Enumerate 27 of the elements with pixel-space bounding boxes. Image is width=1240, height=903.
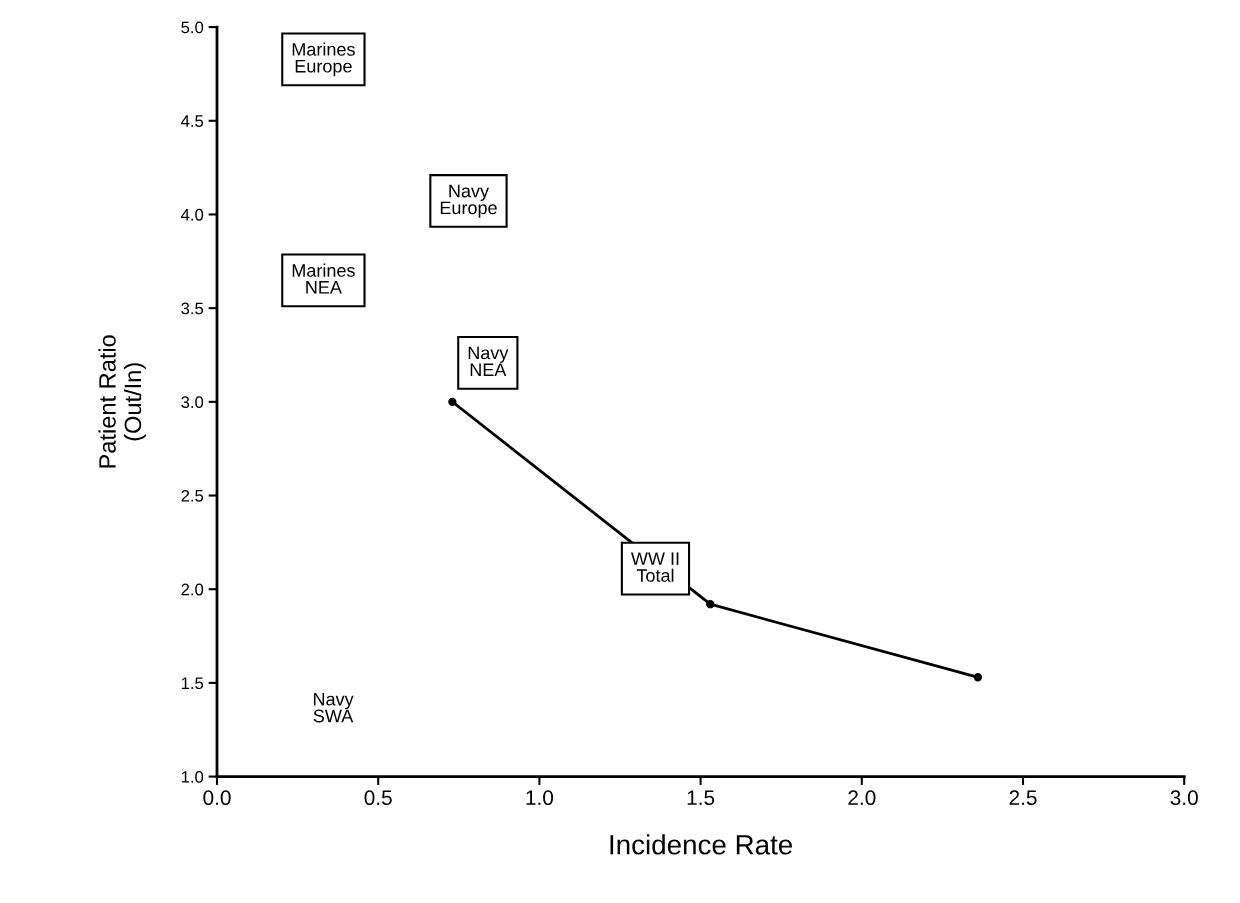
annotation: Navy SWA [313, 692, 354, 723]
annotation: Navy Europe [440, 184, 497, 218]
x-tick-label: 0.0 [203, 790, 231, 806]
point [706, 600, 715, 609]
y-tick-label: 4.0 [181, 208, 204, 221]
x-tick-label: 1.5 [687, 790, 715, 806]
point [448, 397, 457, 407]
annotation: Marines Europe [292, 42, 355, 77]
y-tick-label: 5.0 [181, 21, 204, 34]
y-tick-label: 3.5 [181, 302, 204, 315]
x-tick-label: 1.0 [526, 790, 554, 806]
annotation: WW II Total [630, 552, 679, 582]
point [973, 673, 983, 682]
y-tick-label: 2.5 [181, 489, 204, 502]
y-tick-label: 2.0 [181, 583, 204, 596]
y-axis-title: Patient Ratio (Out/In) [98, 335, 146, 468]
x-tick-label: 2.5 [1009, 790, 1037, 806]
x-tick-label: 0.5 [364, 790, 392, 806]
y-tick-label: 3.0 [181, 396, 204, 409]
x-tick-label: 2.0 [848, 790, 876, 806]
annotation: Navy NEA [468, 346, 509, 376]
y-tick-label: 1.0 [181, 770, 204, 783]
x-axis-title: Incidence Rate [610, 834, 793, 855]
y-tick-label: 4.5 [181, 115, 204, 127]
y-tick-label: 1.5 [181, 677, 204, 690]
x-tick-label: 3.0 [1170, 790, 1198, 806]
annotation: Marines NEA [292, 263, 355, 294]
